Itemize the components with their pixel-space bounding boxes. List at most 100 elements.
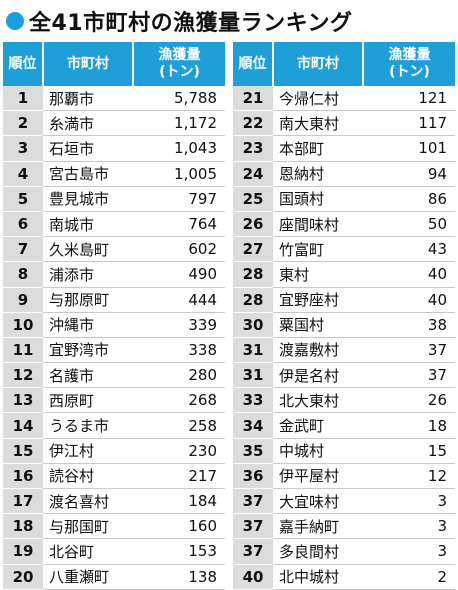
rank-cell: 40 [233,564,273,590]
header-catch: 漁獲量 (トン) [133,42,225,86]
table-row: 31 伊是名村 37 [233,362,455,389]
municipality-cell: 宮古島市 [43,161,133,187]
catch-value-cell: 184 [133,488,225,515]
rank-cell: 37 [233,488,273,515]
rank-cell: 10 [3,312,43,338]
municipality-cell: 渡名喜村 [43,488,133,515]
title-text: 全41市町村の漁獲量ランキング [29,11,353,36]
municipality-cell: 糸満市 [43,110,133,137]
municipality-cell: 国頭村 [273,186,363,212]
table-row: 37 多良間村 3 [233,538,455,565]
catch-value-cell: 40 [363,287,455,313]
rank-cell: 22 [233,110,273,137]
header-catch: 漁獲量 (トン) [363,42,455,86]
municipality-cell: 粟国村 [273,312,363,338]
table-row: 40 北中城村 2 [233,564,455,590]
table-row: 1 那覇市 5,788 [3,86,225,112]
table-row: 8 浦添市 490 [3,261,225,288]
catch-value-cell: 3 [363,513,455,540]
table-row: 13 西原町 268 [3,387,225,414]
table-row: 16 読谷村 217 [3,463,225,490]
ranking-table-left: 順位 市町村 漁獲量 (トン) 1 那覇市 5,788 2 糸満市 1,172 3 石垣市 1,… [3,42,225,590]
page-title: 全41市町村の漁獲量ランキング [6,4,352,38]
table-header-row: 順位 市町村 漁獲量 (トン) [3,42,225,86]
rank-cell: 16 [3,463,43,490]
rank-cell: 33 [233,387,273,414]
rank-cell: 26 [233,211,273,238]
rank-cell: 37 [233,538,273,565]
rank-cell: 30 [233,312,273,338]
table-row: 14 うるま市 258 [3,412,225,439]
rank-cell: 13 [3,387,43,414]
catch-value-cell: 37 [363,337,455,364]
catch-value-cell: 217 [133,463,225,490]
catch-value-cell: 37 [363,362,455,389]
table-row: 17 渡名喜村 184 [3,488,225,515]
rank-cell: 24 [233,161,273,187]
rank-cell: 35 [233,438,273,464]
rank-cell: 2 [3,110,43,137]
rank-cell: 21 [233,86,273,112]
table-row: 30 粟国村 38 [233,312,455,338]
municipality-cell: 八重瀬町 [43,564,133,590]
table-row: 25 国頭村 86 [233,186,455,212]
rank-cell: 31 [233,362,273,389]
municipality-cell: 嘉手納町 [273,513,363,540]
catch-value-cell: 26 [363,387,455,414]
catch-value-cell: 38 [363,312,455,338]
municipality-cell: 北中城村 [273,564,363,590]
table-row: 7 久米島町 602 [3,236,225,263]
municipality-cell: 伊平屋村 [273,463,363,490]
ranking-table-right: 順位 市町村 漁獲量 (トン) 21 今帰仁村 121 22 南大東村 117 23 本部町 1… [233,42,455,590]
catch-value-cell: 43 [363,236,455,263]
rank-cell: 20 [3,564,43,590]
municipality-cell: 竹富町 [273,236,363,263]
table-row: 10 沖縄市 339 [3,312,225,338]
table-row: 9 与那原町 444 [3,287,225,313]
catch-value-cell: 12 [363,463,455,490]
catch-value-cell: 1,172 [133,110,225,137]
catch-value-cell: 121 [363,86,455,112]
rank-cell: 3 [3,135,43,162]
catch-value-cell: 15 [363,438,455,464]
catch-value-cell: 268 [133,387,225,414]
municipality-cell: 沖縄市 [43,312,133,338]
table-row: 19 北谷町 153 [3,538,225,565]
municipality-cell: 与那原町 [43,287,133,313]
municipality-cell: 浦添市 [43,261,133,288]
header-catch-line2: (トン) [159,64,200,80]
table-row: 18 与那国町 160 [3,513,225,540]
table-row: 35 中城村 15 [233,438,455,464]
municipality-cell: 久米島町 [43,236,133,263]
rank-cell: 28 [233,261,273,288]
table-row: 21 今帰仁村 121 [233,86,455,112]
table-row: 23 本部町 101 [233,135,455,162]
municipality-cell: 本部町 [273,135,363,162]
municipality-cell: 多良間村 [273,538,363,565]
bullet-dot-icon [6,12,24,30]
catch-value-cell: 5,788 [133,86,225,112]
rank-cell: 37 [233,513,273,540]
rank-cell: 6 [3,211,43,238]
municipality-cell: 那覇市 [43,86,133,112]
table-row: 4 宮古島市 1,005 [3,161,225,187]
header-name: 市町村 [43,42,134,86]
rank-cell: 9 [3,287,43,313]
catch-value-cell: 797 [133,186,225,212]
catch-value-cell: 3 [363,488,455,515]
table-row: 26 座間味村 50 [233,211,455,238]
ranking-body-left: 1 那覇市 5,788 2 糸満市 1,172 3 石垣市 1,043 4 宮古島市 1,005 5 豊見… [3,86,225,590]
rank-cell: 1 [3,86,43,112]
catch-value-cell: 50 [363,211,455,238]
catch-value-cell: 18 [363,412,455,439]
table-row: 34 金武町 18 [233,412,455,439]
rank-cell: 34 [233,412,273,439]
table-row: 33 北大東村 26 [233,387,455,414]
municipality-cell: 金武町 [273,412,363,439]
municipality-cell: 北谷町 [43,538,133,565]
table-row: 22 南大東村 117 [233,110,455,137]
municipality-cell: 渡嘉敷村 [273,337,363,364]
table-row: 2 糸満市 1,172 [3,110,225,137]
header-rank: 順位 [3,42,44,86]
municipality-cell: 伊是名村 [273,362,363,389]
